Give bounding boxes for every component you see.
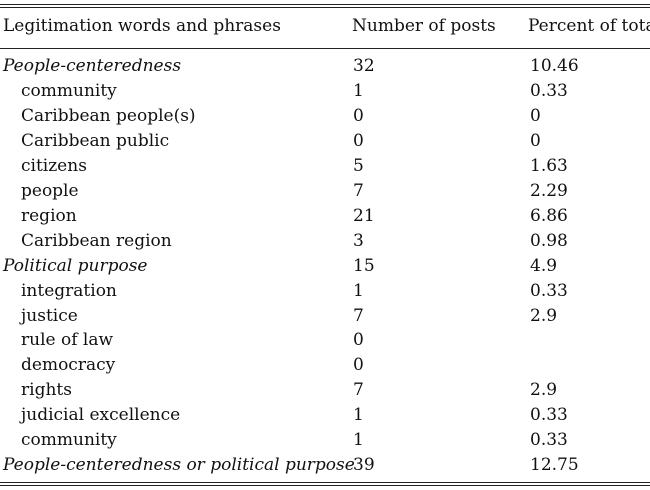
- row-percent-of-total: 2.9: [530, 380, 558, 401]
- row-label: People-centeredness: [3, 56, 182, 76]
- row-number-of-posts: 0: [353, 130, 364, 151]
- row-label: judicial excellence: [21, 405, 181, 426]
- row-label: Caribbean people(s): [21, 105, 196, 126]
- row-number-of-posts: 0: [353, 355, 364, 376]
- row-number-of-posts: 1: [353, 80, 364, 101]
- row-number-of-posts: 1: [353, 280, 364, 301]
- category-row: Political purpose 15 4.9: [0, 254, 650, 279]
- table-row: community 1 0.33: [0, 79, 650, 104]
- category-row: People-centeredness or political purpose…: [0, 453, 650, 478]
- table-row: citizens 5 1.63: [0, 154, 650, 179]
- row-percent-of-total: 1.63: [530, 155, 568, 176]
- row-label: people: [21, 180, 79, 201]
- row-percent-of-total: 6.86: [530, 205, 568, 226]
- row-percent-of-total: 0.98: [530, 230, 568, 251]
- table-top-rule: [0, 4, 650, 5]
- row-label: democracy: [21, 355, 116, 376]
- row-label: justice: [21, 305, 78, 326]
- row-percent-of-total: 0.33: [530, 405, 568, 426]
- row-number-of-posts: 0: [353, 330, 364, 351]
- table-row: justice 7 2.9: [0, 304, 650, 329]
- header-legitimation-words: Legitimation words and phrases: [3, 16, 281, 36]
- row-label: Caribbean region: [21, 230, 172, 251]
- row-percent-of-total: 0: [530, 130, 541, 151]
- table-bottom-rule-inner: [0, 485, 650, 486]
- row-label: region: [21, 205, 77, 226]
- table-row: Caribbean people(s) 0 0: [0, 104, 650, 129]
- table-row: rights 7 2.9: [0, 378, 650, 403]
- row-label: rights: [21, 380, 72, 401]
- row-label: community: [21, 430, 117, 451]
- row-label: Caribbean public: [21, 130, 170, 151]
- row-label: People-centeredness or political purpose: [3, 455, 355, 476]
- table-row: region 21 6.86: [0, 204, 650, 229]
- row-number-of-posts: 21: [353, 205, 375, 226]
- row-label: integration: [21, 280, 117, 301]
- row-number-of-posts: 7: [353, 305, 364, 326]
- row-percent-of-total: 4.9: [530, 255, 558, 276]
- category-row: People-centeredness 32 10.46: [0, 54, 650, 79]
- row-percent-of-total: 10.46: [530, 56, 579, 76]
- row-percent-of-total: 2.29: [530, 180, 568, 201]
- row-label: community: [21, 80, 117, 101]
- row-label: Political purpose: [3, 255, 148, 276]
- row-label: rule of law: [21, 330, 114, 351]
- table-bottom-rule: [0, 482, 650, 483]
- row-number-of-posts: 15: [353, 255, 375, 276]
- table-row: integration 1 0.33: [0, 279, 650, 304]
- table-row: community 1 0.33: [0, 428, 650, 453]
- row-percent-of-total: 0: [530, 105, 541, 126]
- row-percent-of-total: 12.75: [530, 455, 579, 476]
- table-header-row: Legitimation words and phrases Number of…: [0, 14, 650, 39]
- row-number-of-posts: 32: [353, 56, 375, 76]
- header-number-of-posts: Number of posts: [352, 16, 496, 36]
- table-row: rule of law 0: [0, 328, 650, 353]
- row-number-of-posts: 7: [353, 380, 364, 401]
- table-row: judicial excellence 1 0.33: [0, 403, 650, 428]
- row-number-of-posts: 39: [353, 455, 375, 476]
- row-number-of-posts: 3: [353, 230, 364, 251]
- row-number-of-posts: 0: [353, 105, 364, 126]
- table-top-rule-inner: [0, 7, 650, 8]
- row-label: citizens: [21, 155, 87, 176]
- table-row: Caribbean public 0 0: [0, 129, 650, 154]
- header-percent-of-total: Percent of total: [528, 16, 650, 36]
- row-percent-of-total: 2.9: [530, 305, 558, 326]
- table-row: people 7 2.29: [0, 179, 650, 204]
- table-row: Caribbean region 3 0.98: [0, 229, 650, 254]
- row-percent-of-total: 0.33: [530, 80, 568, 101]
- row-percent-of-total: 0.33: [530, 280, 568, 301]
- row-number-of-posts: 1: [353, 430, 364, 451]
- row-number-of-posts: 7: [353, 180, 364, 201]
- row-number-of-posts: 5: [353, 155, 364, 176]
- header-rule: [0, 48, 650, 49]
- row-percent-of-total: 0.33: [530, 430, 568, 451]
- table-row: democracy 0: [0, 353, 650, 378]
- row-number-of-posts: 1: [353, 405, 364, 426]
